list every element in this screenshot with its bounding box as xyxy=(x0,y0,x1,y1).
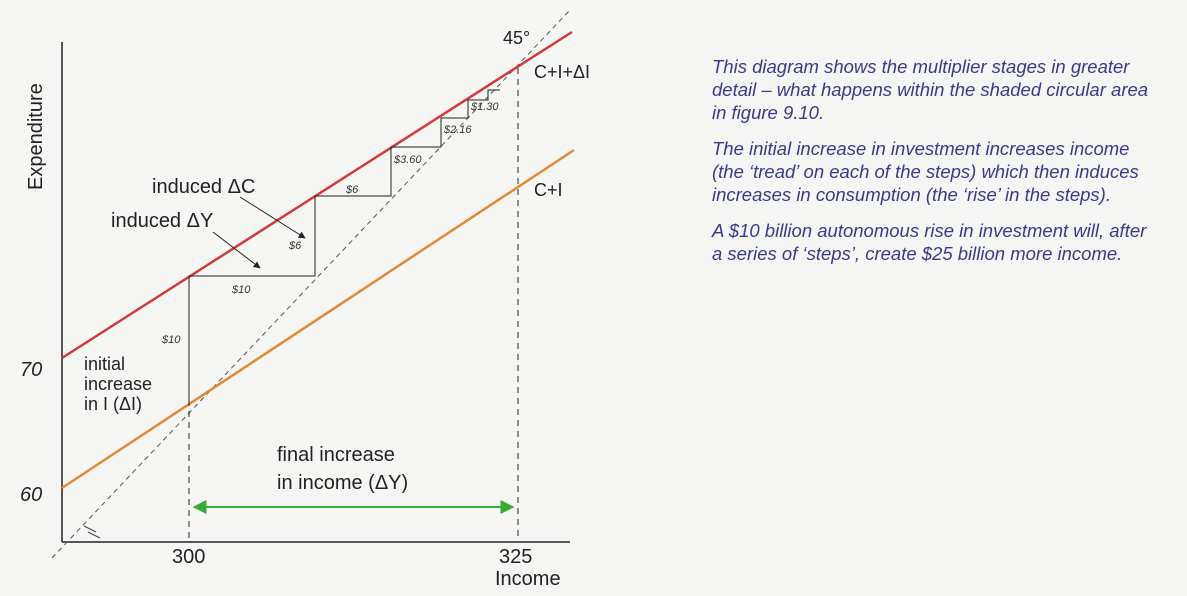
c-plus-i-plus-delta-i-label: C+I+ΔI xyxy=(534,62,590,82)
explanation-text: This diagram shows the multiplier stages… xyxy=(712,55,1152,278)
final-label-2: in income (ΔY) xyxy=(277,472,408,494)
step-360-label: $3.60 xyxy=(393,154,422,166)
tread-10-label: $10 xyxy=(231,284,251,296)
c-plus-i-line xyxy=(61,148,575,490)
y-axis-label: Expenditure xyxy=(25,83,47,190)
multiplier-staircase xyxy=(188,89,500,404)
induced-c-arrow xyxy=(239,196,306,239)
initial-label-1: initial xyxy=(84,354,125,374)
step-216-label: $2.16 xyxy=(443,124,472,136)
tread-6-label: $6 xyxy=(345,184,359,196)
c-plus-i-plus-delta-i-line xyxy=(61,30,573,360)
initial-label-3: in I (ΔI) xyxy=(84,394,142,414)
forty-five-degree-label: 45° xyxy=(503,28,530,48)
initial-label-2: increase xyxy=(84,374,152,394)
x-tick-325: 325 xyxy=(499,546,532,568)
c-plus-i-label: C+I xyxy=(534,180,563,200)
explanation-paragraph-2: The initial increase in investment incre… xyxy=(712,138,1139,205)
y-tick-70: 70 xyxy=(20,359,42,381)
final-label-1: final increase xyxy=(277,444,395,466)
step-130-label: $1.30 xyxy=(470,101,499,113)
explanation-paragraph-3: A $10 billion autonomous rise in investm… xyxy=(712,220,1147,264)
induced-c-label: induced ΔC xyxy=(152,176,255,198)
induced-y-label: induced ΔY xyxy=(111,210,213,232)
rise-6-label: $6 xyxy=(288,240,302,252)
axis-break-icon xyxy=(83,525,101,539)
explanation-paragraph-1: This diagram shows the multiplier stages… xyxy=(712,56,1149,123)
rise-10-label: $10 xyxy=(161,334,181,346)
x-axis-label: Income xyxy=(495,568,561,590)
induced-y-arrow xyxy=(212,231,261,269)
x-tick-300: 300 xyxy=(172,546,205,568)
y-tick-60: 60 xyxy=(20,484,42,506)
